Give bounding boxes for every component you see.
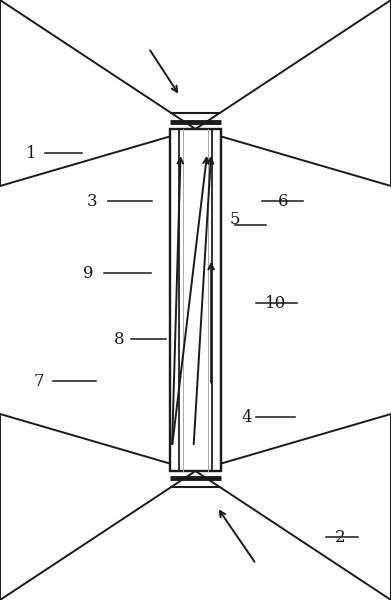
Text: 2: 2 (335, 529, 346, 545)
Text: 7: 7 (34, 373, 45, 389)
Text: 8: 8 (114, 331, 125, 347)
Polygon shape (196, 414, 391, 600)
Text: 1: 1 (26, 145, 37, 161)
Text: 5: 5 (230, 211, 240, 227)
Text: 6: 6 (278, 193, 289, 209)
Polygon shape (0, 0, 196, 186)
Text: 4: 4 (241, 409, 252, 425)
Polygon shape (0, 414, 196, 600)
Text: 9: 9 (83, 265, 93, 281)
Polygon shape (170, 129, 221, 471)
Text: 3: 3 (86, 193, 97, 209)
Polygon shape (196, 0, 391, 186)
Text: 10: 10 (265, 295, 286, 311)
